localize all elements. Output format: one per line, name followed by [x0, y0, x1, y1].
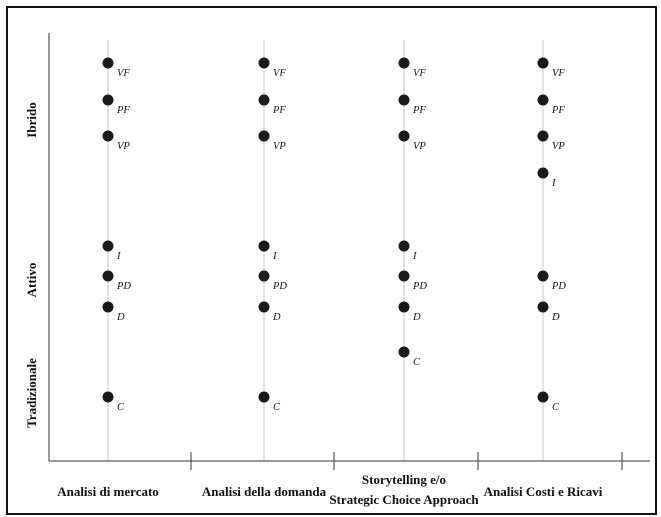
data-label: PD	[116, 281, 131, 292]
data-label: I	[272, 251, 277, 262]
data-label: PF	[412, 105, 426, 116]
y-band-label: Tradizionale	[24, 358, 39, 428]
data-label: PD	[551, 281, 566, 292]
data-label: VP	[413, 141, 426, 152]
data-point	[258, 391, 270, 403]
data-point	[102, 94, 114, 106]
x-category-label: Strategic Choice Approach	[329, 492, 479, 507]
data-label: VP	[117, 141, 130, 152]
data-point	[102, 130, 114, 142]
data-label: D	[412, 312, 421, 323]
data-point	[258, 130, 270, 142]
data-point	[398, 240, 410, 252]
x-category-label: Analisi della domanda	[202, 484, 327, 499]
data-label: VF	[413, 68, 426, 79]
data-point	[102, 240, 114, 252]
data-label: PF	[551, 105, 565, 116]
x-category-label: Storytelling e/o	[362, 472, 446, 487]
x-category-label: Analisi Costi e Ricavi	[484, 484, 603, 499]
data-label: PF	[272, 105, 286, 116]
x-category-label: Analisi di mercato	[57, 484, 159, 499]
data-point	[258, 94, 270, 106]
data-point	[102, 391, 114, 403]
y-band-label: Attivo	[24, 263, 39, 298]
data-label: VP	[273, 141, 286, 152]
data-point	[398, 270, 410, 282]
data-label: VF	[552, 68, 565, 79]
data-label: VP	[552, 141, 565, 152]
data-point	[537, 57, 549, 69]
data-point	[398, 301, 410, 313]
data-point	[258, 301, 270, 313]
data-label: C	[552, 402, 560, 413]
data-label: C	[413, 357, 421, 368]
data-label: D	[272, 312, 281, 323]
data-point	[258, 57, 270, 69]
data-point	[102, 270, 114, 282]
data-label: I	[412, 251, 417, 262]
data-point	[102, 301, 114, 313]
data-point	[537, 270, 549, 282]
data-label: I	[116, 251, 121, 262]
data-point	[537, 130, 549, 142]
data-label: C	[273, 402, 281, 413]
data-label: PF	[116, 105, 130, 116]
data-point	[537, 167, 549, 179]
y-band-labels: Ibrido Attivo Tradizionale	[24, 102, 39, 428]
data-point	[537, 301, 549, 313]
data-label: VF	[117, 68, 130, 79]
data-points: VF PF VP I PD D C VF PF VP I PD D C VF PF VP I PD D C VF PF VP I…	[102, 57, 566, 413]
data-point	[398, 57, 410, 69]
category-guides	[107, 40, 544, 461]
data-label: PD	[272, 281, 287, 292]
data-point	[398, 94, 410, 106]
data-label: D	[116, 312, 125, 323]
data-point	[102, 57, 114, 69]
data-label: C	[117, 402, 125, 413]
data-point	[398, 130, 410, 142]
data-point	[537, 94, 549, 106]
axes	[48, 33, 650, 462]
x-axis-ticks	[190, 452, 623, 470]
data-point	[537, 391, 549, 403]
data-label: PD	[412, 281, 427, 292]
chart-frame	[6, 6, 657, 515]
y-band-label: Ibrido	[24, 102, 39, 137]
data-point	[258, 270, 270, 282]
data-point	[398, 346, 410, 358]
data-point	[258, 240, 270, 252]
data-label: I	[551, 178, 556, 189]
data-label: D	[551, 312, 560, 323]
x-category-labels: Analisi di mercato Analisi della domandaS…	[57, 472, 603, 507]
data-label: VF	[273, 68, 286, 79]
